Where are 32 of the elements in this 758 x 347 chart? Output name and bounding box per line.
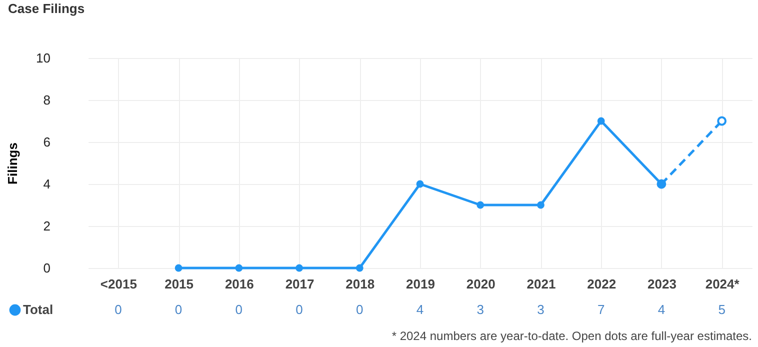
data-label: 0 bbox=[174, 302, 182, 317]
data-label: 0 bbox=[296, 302, 303, 317]
data-label: 7 bbox=[597, 302, 605, 317]
data-label: 3 bbox=[537, 302, 544, 317]
y-tick-label: 8 bbox=[43, 92, 50, 108]
x-tick-label: 2015 bbox=[164, 276, 194, 292]
x-tick-label: 2016 bbox=[224, 276, 254, 292]
x-tick-label: 2020 bbox=[466, 276, 496, 292]
x-tick-label: 2022 bbox=[587, 276, 616, 292]
data-label: 3 bbox=[476, 302, 484, 317]
y-tick-label: 6 bbox=[43, 134, 50, 150]
y-tick-label: 2 bbox=[43, 218, 50, 234]
x-tick-label: 2019 bbox=[406, 276, 435, 292]
text: * 2024 numbers are year-to-date. Open dots are full-year estimates. bbox=[392, 329, 752, 343]
x-tick-label: 2018 bbox=[346, 276, 375, 292]
x-tick-label: 2017 bbox=[285, 276, 314, 292]
x-tick-label: <2015 bbox=[100, 276, 137, 292]
data-label: 4 bbox=[416, 302, 424, 317]
y-tick-label: 4 bbox=[43, 176, 50, 192]
text: 5 bbox=[718, 302, 726, 317]
y-tick-label: 0 bbox=[43, 260, 50, 276]
x-tick-label: 2023 bbox=[647, 276, 676, 292]
text: 0 bbox=[114, 302, 122, 317]
data-label: 0 bbox=[356, 302, 364, 317]
x-tick-label: 2021 bbox=[526, 276, 556, 292]
y-tick-label: 10 bbox=[36, 50, 50, 66]
data-label: 4 bbox=[658, 302, 666, 317]
legend-label: Total bbox=[23, 302, 54, 317]
chart-title: Case Filings bbox=[8, 1, 85, 16]
y-axis-title: Filings bbox=[5, 142, 20, 184]
data-label: 0 bbox=[235, 302, 243, 317]
x-tick-label: 2024* bbox=[705, 276, 740, 292]
